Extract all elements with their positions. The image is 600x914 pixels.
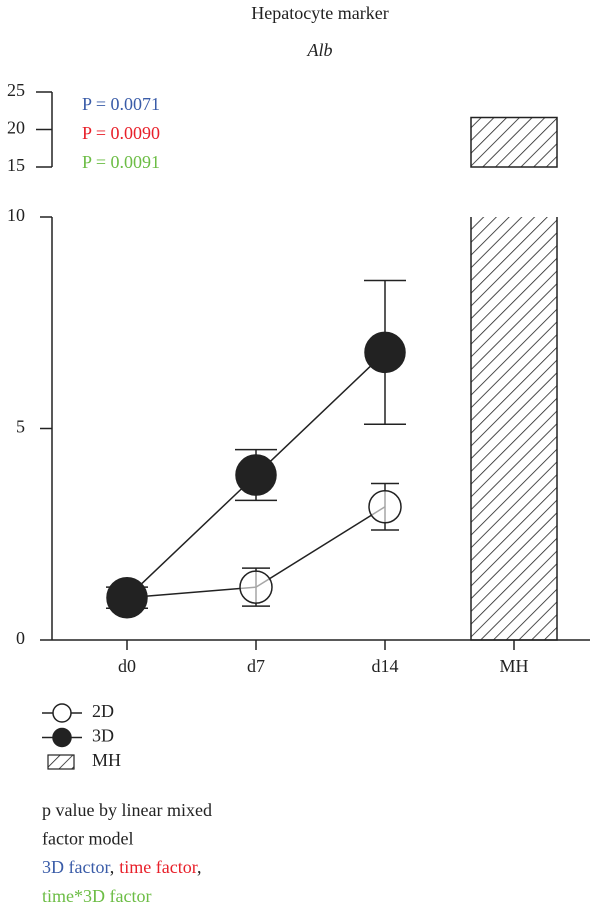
chart-subtitle: Alb	[307, 40, 333, 60]
note-factor: time factor	[119, 857, 197, 877]
chart-title: Hepatocyte marker	[251, 3, 388, 23]
note-factors: time*3D factor	[42, 886, 151, 906]
y-tick-label: 0	[16, 628, 25, 648]
legend-marker	[52, 727, 72, 748]
annotation: P = 0.0091	[82, 152, 160, 172]
note-factor: time*3D factor	[42, 886, 151, 906]
note-factor: 3D factor	[42, 857, 110, 877]
legend-label: 3D	[92, 726, 114, 746]
bar	[470, 217, 558, 641]
marker	[239, 570, 273, 604]
bar-lower	[470, 217, 558, 641]
legend-label: MH	[92, 750, 121, 770]
marker	[364, 331, 406, 374]
marker	[368, 490, 402, 524]
annotation: P = 0.0090	[82, 123, 160, 143]
y-tick-label: 15	[7, 155, 25, 175]
y-tick-label: 20	[7, 118, 25, 138]
legend-swatch	[47, 754, 75, 770]
annotation: P = 0.0071	[82, 94, 160, 114]
note-factor: ,	[110, 857, 115, 877]
note-line: p value by linear mixed	[42, 800, 212, 820]
legend-label: 2D	[92, 701, 114, 721]
note-factor: ,	[197, 857, 202, 877]
bar	[470, 116, 558, 168]
x-tick-label: MH	[499, 656, 528, 676]
legend-marker	[52, 703, 72, 723]
y-tick-label: 5	[16, 417, 25, 437]
note-factors: 3D factor, time factor,	[42, 857, 202, 877]
y-tick-label: 10	[7, 205, 25, 225]
marker	[106, 576, 148, 619]
x-tick-label: d0	[118, 656, 136, 676]
x-tick-label: d7	[247, 656, 265, 676]
x-tick-label: d14	[372, 656, 399, 676]
marker	[235, 454, 277, 496]
note-line: factor model	[42, 829, 133, 849]
y-tick-label: 25	[7, 80, 25, 100]
